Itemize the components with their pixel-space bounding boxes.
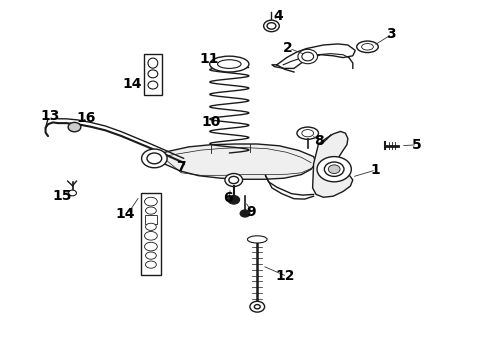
Ellipse shape xyxy=(148,70,158,78)
Bar xyxy=(145,215,157,224)
Circle shape xyxy=(324,162,344,176)
Circle shape xyxy=(142,149,167,168)
Circle shape xyxy=(267,23,276,29)
Circle shape xyxy=(254,305,260,309)
Circle shape xyxy=(250,301,265,312)
Text: 3: 3 xyxy=(386,27,396,41)
Text: 9: 9 xyxy=(246,205,256,219)
Ellipse shape xyxy=(146,252,156,259)
Text: 4: 4 xyxy=(273,9,283,23)
Ellipse shape xyxy=(297,127,318,139)
Text: 14: 14 xyxy=(116,207,135,221)
Text: 12: 12 xyxy=(275,270,295,283)
Text: 6: 6 xyxy=(223,191,233,205)
Text: 13: 13 xyxy=(40,109,60,123)
Polygon shape xyxy=(153,144,316,179)
Text: 15: 15 xyxy=(53,189,73,203)
Ellipse shape xyxy=(357,41,378,53)
Bar xyxy=(144,54,162,95)
Text: 2: 2 xyxy=(283,41,293,55)
Circle shape xyxy=(302,52,314,61)
Text: 7: 7 xyxy=(176,161,186,174)
Circle shape xyxy=(68,122,81,132)
Ellipse shape xyxy=(302,130,314,137)
Circle shape xyxy=(147,153,162,164)
Ellipse shape xyxy=(146,207,156,214)
Ellipse shape xyxy=(218,60,241,68)
Text: 10: 10 xyxy=(202,115,221,129)
Bar xyxy=(141,193,161,275)
Circle shape xyxy=(298,49,318,64)
Text: 5: 5 xyxy=(412,138,421,152)
Circle shape xyxy=(69,190,76,196)
Ellipse shape xyxy=(145,197,157,206)
Polygon shape xyxy=(313,131,353,197)
Ellipse shape xyxy=(146,223,156,230)
Ellipse shape xyxy=(210,56,249,72)
Circle shape xyxy=(229,176,239,184)
Ellipse shape xyxy=(145,242,157,251)
Ellipse shape xyxy=(362,44,373,50)
Ellipse shape xyxy=(148,81,158,89)
Ellipse shape xyxy=(247,236,267,243)
Ellipse shape xyxy=(145,231,157,240)
Circle shape xyxy=(264,20,279,32)
Ellipse shape xyxy=(148,58,158,68)
Text: 16: 16 xyxy=(76,111,96,125)
Circle shape xyxy=(328,165,340,174)
Text: 1: 1 xyxy=(370,163,380,177)
Ellipse shape xyxy=(146,261,156,268)
Text: 11: 11 xyxy=(200,53,220,66)
Circle shape xyxy=(225,174,243,186)
Circle shape xyxy=(240,210,250,217)
Circle shape xyxy=(228,195,240,204)
Text: 8: 8 xyxy=(315,134,324,148)
Text: 14: 14 xyxy=(122,77,142,90)
Circle shape xyxy=(317,157,351,182)
